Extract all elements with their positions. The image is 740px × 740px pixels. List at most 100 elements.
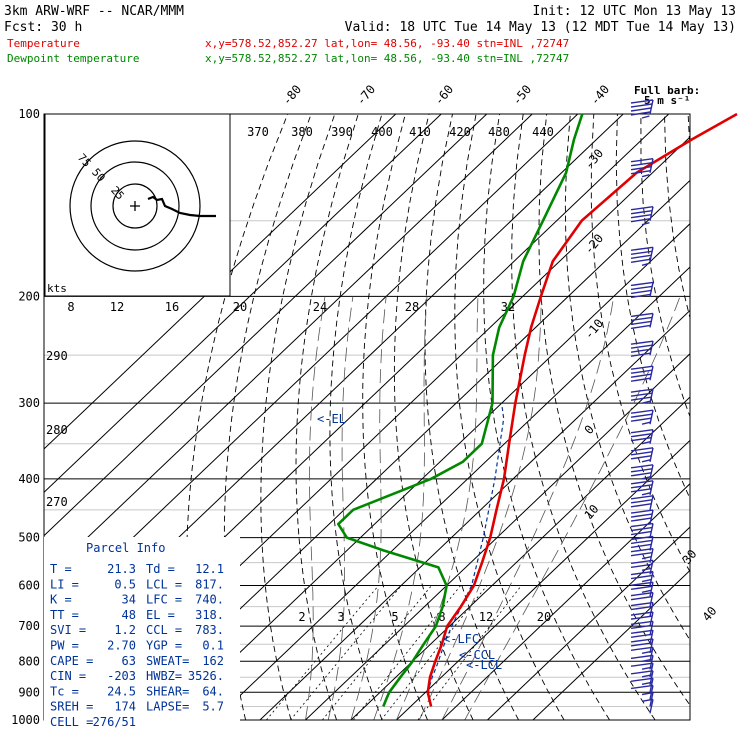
dry-adiabat-line [538, 114, 690, 706]
parcel-info-key: CCL = [146, 623, 182, 637]
isotherm-line [305, 353, 690, 720]
wind-barb-flag [630, 162, 653, 167]
wind-barb-half-flag [641, 421, 651, 425]
mixing-ratio-line [266, 585, 379, 720]
wind-barb-flag [630, 585, 653, 590]
wind-barb-flag [630, 662, 654, 667]
hodograph-speed-tick: 24 [313, 300, 327, 314]
wind-barb [630, 464, 654, 480]
dry-adiabat-line [483, 114, 610, 720]
wind-barb-flag [630, 642, 653, 647]
parcel-info-value: 63 [122, 654, 136, 668]
wind-barb-flag [630, 526, 653, 532]
wind-barb-flag [630, 254, 652, 259]
parcel-info-value: 34 [122, 593, 136, 607]
wind-barb [630, 281, 654, 299]
parcel-info-value: 817. [195, 577, 224, 591]
wind-barb-flag [630, 638, 654, 643]
mixing-ratio-tick: 2 [298, 610, 305, 624]
wind-barb-staff [649, 548, 654, 563]
mixing-ratio-tick: 3 [337, 610, 344, 624]
mixing-ratio-line [322, 585, 432, 720]
wind-barb-flag [630, 522, 654, 528]
wind-barb-flag [630, 530, 652, 536]
wind-barb-flag [630, 581, 654, 586]
pressure-tick-label: 1000 [11, 713, 40, 727]
wind-barb-flag [630, 503, 652, 508]
wind-barb-staff [649, 560, 654, 575]
mixing-ratio-tick: 5 [391, 610, 398, 624]
parcel-info-value: 318. [195, 608, 224, 622]
dry-adiabat-line [511, 114, 656, 720]
wind-barb-staff [649, 692, 654, 707]
wind-barb-flag [630, 559, 654, 565]
mixing-ratio-line [380, 585, 488, 720]
dry-adiabat-line [295, 114, 359, 720]
right-temperature-tick: -10 [582, 316, 607, 342]
parcel-info-background [44, 537, 240, 726]
wind-barb-staff [649, 495, 654, 510]
wind-barb-flag [630, 684, 654, 690]
right-temperature-tick: 10 [582, 502, 602, 522]
parcel-info-row: T = 21.3 Td = 12.1 [50, 562, 224, 576]
hodograph-speed-tick: 16 [165, 300, 179, 314]
parcel-info-key: LCL = [146, 577, 182, 591]
wind-barb-half-flag [641, 400, 651, 404]
wind-barb [630, 570, 654, 586]
wind-barb-staff [649, 464, 654, 479]
top-temperature-tick: -80 [280, 82, 305, 108]
parcel-info-value: 2.70 [107, 639, 136, 653]
wind-barb-staff [649, 247, 654, 262]
mixing-ratio-tick: 20 [537, 610, 551, 624]
wind-barb-staff [649, 366, 654, 381]
wind-barb-half-flag [641, 578, 652, 583]
wind-barb-flag [630, 348, 652, 353]
parcel-info-row: LI = 0.5 LCL = 817. [50, 577, 224, 591]
wind-barb-flag [630, 373, 652, 378]
wind-barb-half-flag [641, 222, 650, 226]
wind-barb-flag [630, 513, 653, 518]
wind-barb [630, 409, 654, 425]
mixing-ratio-line [290, 585, 402, 720]
parcel-info-key: CAPE = [50, 654, 93, 668]
pressure-tick-label: 100 [18, 107, 40, 121]
pressure-tick-label: 900 [18, 685, 40, 699]
isotherm-line [350, 396, 690, 720]
isotherm-line [44, 114, 533, 580]
wind-barb-half-flag [641, 567, 652, 572]
theta-side-label: 280 [46, 423, 68, 437]
theta-tick-label: 400 [371, 125, 393, 139]
dry-adiabat-line [260, 114, 336, 720]
theta-tick-label: 390 [331, 125, 353, 139]
moist-adiabat-line [305, 296, 326, 720]
wind-barb-flag [630, 620, 654, 626]
wind-barb-staff [649, 582, 654, 597]
wind-barb-flag [630, 289, 652, 295]
wind-barb-flag [630, 509, 654, 514]
right-temperature-tick: 40 [700, 604, 720, 624]
wind-barb-flag [630, 517, 652, 522]
wind-barb [630, 388, 654, 404]
parcel-info-value: 1.2 [114, 623, 136, 637]
moist-adiabat-line [464, 296, 681, 720]
wind-barb-staff [649, 480, 654, 495]
isotherm-line [168, 223, 690, 720]
isotherm-line [44, 114, 442, 494]
wind-barb [630, 684, 654, 700]
wind-barb-staff [649, 602, 654, 617]
wind-barb-flag [630, 340, 654, 345]
wind-barb-flag [630, 312, 654, 318]
wind-barb-flag [630, 158, 654, 163]
wind-barb-flag [630, 547, 654, 553]
wind-barb-flag [630, 324, 651, 330]
wind-barb-half-flag [641, 459, 651, 463]
parcel-info-key: SVI = [50, 623, 86, 637]
wind-barb-flag [630, 563, 653, 569]
wind-barb-staff [649, 630, 654, 645]
wind-barb-staff [649, 655, 654, 670]
parcel-info-key: Td = [146, 562, 175, 576]
wind-barb-staff [649, 523, 654, 538]
wind-barb-flag [630, 99, 654, 104]
parcel-info-row: K = 34 LFC = 740. [50, 593, 224, 607]
